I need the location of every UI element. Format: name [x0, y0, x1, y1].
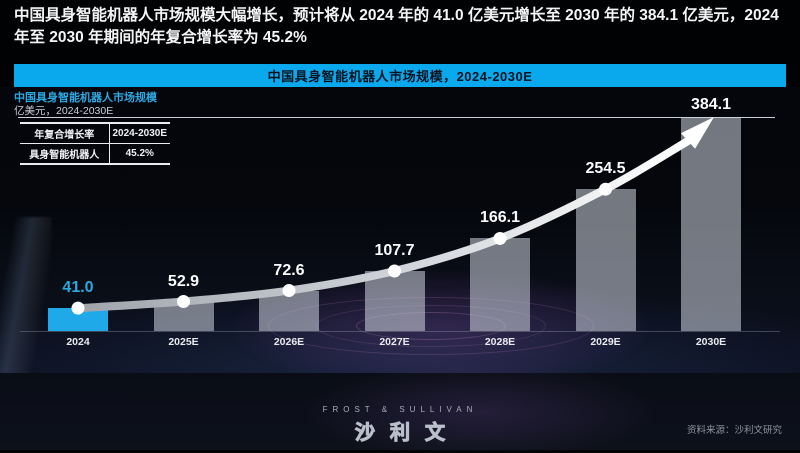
- x-axis-label-2030E: 2030E: [695, 336, 727, 348]
- cagr-table-series: 具身智能机器人: [20, 143, 110, 164]
- value-label-2027E: 107.7: [374, 242, 415, 259]
- bar-2024: [48, 308, 108, 331]
- bar-2027E: [364, 270, 425, 331]
- value-label-2024: 41.0: [62, 279, 94, 297]
- cagr-table: 年复合增长率 2024-2030E 具身智能机器人 45.2%: [20, 122, 170, 165]
- frost-sullivan-logo-en: FROST & SULLIVAN: [322, 405, 478, 414]
- chart-title: 中国具身智能机器人市场规模: [14, 92, 157, 104]
- chart-banner-title: 中国具身智能机器人市场规模，2024-2030E: [267, 69, 533, 84]
- bar-2028E: [470, 238, 530, 331]
- headline: 中国具身智能机器人市场规模大幅增长，预计将从 2024 年的 41.0 亿美元增…: [14, 7, 779, 46]
- bar-2025E: [153, 301, 214, 331]
- cagr-table-value: 45.2%: [125, 148, 154, 159]
- x-axis-label-2027E: 2027E: [379, 336, 410, 348]
- cagr-table-header-period: 2024-2030E: [112, 128, 168, 139]
- chart-area: 中国具身智能机器人市场规模 亿美元，2024-2030E 年复合增长率 2024…: [0, 87, 800, 373]
- cagr-table-header-metric: 年复合增长率: [20, 123, 110, 144]
- value-label-2029E: 254.5: [585, 160, 626, 178]
- separator-line: [18, 117, 775, 118]
- chart-banner: 中国具身智能机器人市场规模，2024-2030E: [14, 64, 786, 87]
- x-axis-label-2025E: 2025E: [168, 336, 199, 348]
- value-label-2025E: 52.9: [167, 272, 200, 290]
- bar-2026E: [259, 290, 319, 331]
- value-label-2026E: 72.6: [273, 261, 305, 279]
- light-streak: [0, 217, 52, 373]
- x-axis-label-2026E: 2026E: [273, 336, 305, 348]
- x-axis-label-2028E: 2028E: [484, 336, 516, 348]
- footer-glow: [300, 363, 660, 453]
- chart-unit-label: 亿美元，2024-2030E: [14, 105, 114, 117]
- x-axis-baseline: [20, 331, 780, 332]
- bar-2030E: [681, 117, 741, 331]
- x-axis-label-2029E: 2029E: [590, 336, 621, 348]
- frost-sullivan-logo-cn: 沙利文: [355, 422, 460, 445]
- bar-2029E: [575, 189, 636, 331]
- x-axis-label-2024: 2024: [66, 336, 90, 348]
- source-note: 资料来源：沙利文研究: [686, 425, 782, 436]
- value-label-2030E: 384.1: [690, 96, 732, 113]
- value-label-2028E: 166.1: [479, 209, 521, 227]
- footer: FROST & SULLIVAN 沙利文 资料来源：沙利文研究: [0, 363, 800, 453]
